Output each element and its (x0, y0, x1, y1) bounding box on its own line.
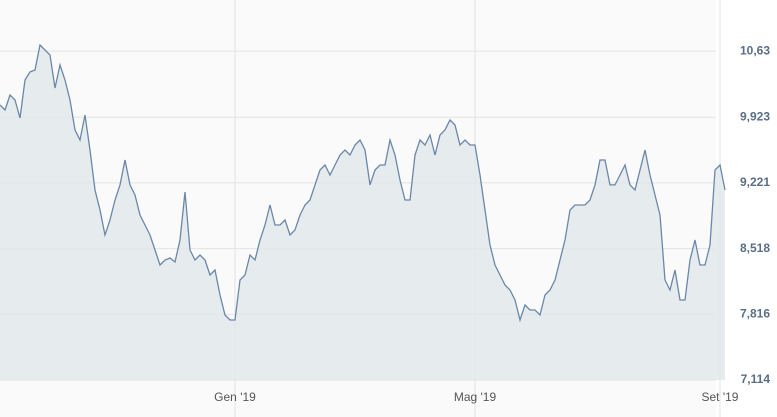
y-tick-label: 9,221 (740, 175, 770, 189)
area-fill (0, 45, 725, 380)
y-tick-label: 7,816 (740, 306, 770, 320)
y-tick-label: 8,518 (740, 241, 770, 255)
x-tick-label: Gen '19 (214, 390, 256, 404)
x-tick-label: Set '19 (702, 390, 739, 404)
x-tick-label: Mag '19 (454, 390, 497, 404)
y-tick-label: 7,114 (741, 372, 771, 386)
y-tick-label: 9,923 (740, 109, 770, 123)
line (0, 43, 726, 323)
y-tick-label: 10,63 (740, 43, 770, 57)
